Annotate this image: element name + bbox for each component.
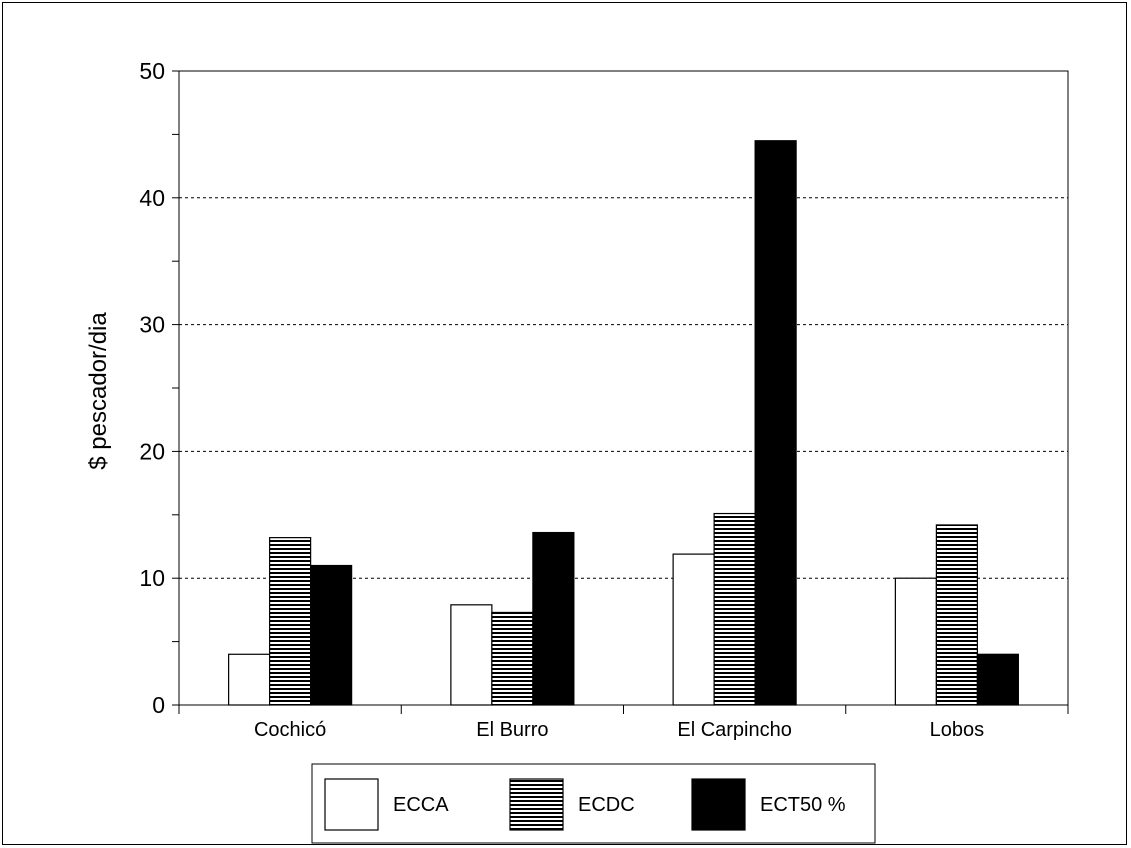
bar-ecdc-2 bbox=[713, 512, 756, 706]
x-tick-label: Cochicó bbox=[254, 719, 326, 741]
y-tick-labels: 0 10 20 30 40 50 bbox=[139, 58, 165, 718]
bar-ect50--1 bbox=[532, 531, 575, 706]
x-tick-label: El Burro bbox=[476, 719, 548, 741]
bar-ect50--2 bbox=[754, 140, 797, 706]
y-axis-label: $ pescador/dia bbox=[85, 312, 112, 470]
bar-ecca-1 bbox=[450, 604, 493, 706]
bar-ect50--0 bbox=[310, 564, 353, 706]
bars bbox=[228, 140, 1019, 706]
bar-ecdc-3 bbox=[935, 524, 978, 706]
x-tick-label: Lobos bbox=[930, 719, 985, 741]
y-tick-label: 40 bbox=[139, 185, 165, 211]
legend-swatch bbox=[509, 778, 564, 831]
x-tick-label: El Carpincho bbox=[677, 719, 792, 741]
legend-label: ECCA bbox=[393, 794, 449, 816]
y-tick-label: 50 bbox=[139, 58, 165, 84]
bar-ecca-0 bbox=[228, 653, 271, 706]
bar-ect50--3 bbox=[976, 653, 1019, 706]
legend-label: ECT50 % bbox=[760, 794, 846, 816]
y-tick-label: 0 bbox=[152, 692, 165, 718]
legend-box bbox=[311, 763, 876, 844]
bar-ecca-3 bbox=[894, 577, 937, 706]
bar-ecdc-0 bbox=[269, 537, 312, 706]
gridlines bbox=[179, 197, 1068, 579]
legend-label: ECDC bbox=[578, 794, 635, 816]
y-tick-label: 30 bbox=[139, 312, 165, 338]
bar-ecdc-1 bbox=[491, 611, 534, 706]
axes bbox=[172, 70, 1069, 714]
y-tick-label: 20 bbox=[139, 438, 165, 464]
y-tick-label: 10 bbox=[139, 565, 165, 591]
bar-ecca-2 bbox=[672, 553, 715, 706]
x-tick-labels: Cochicó El Burro El Carpincho Lobos bbox=[254, 719, 984, 741]
legend-swatch bbox=[691, 778, 746, 831]
legend-swatch bbox=[324, 778, 379, 831]
legend: ECCA ECDC ECT50 % bbox=[311, 763, 876, 844]
